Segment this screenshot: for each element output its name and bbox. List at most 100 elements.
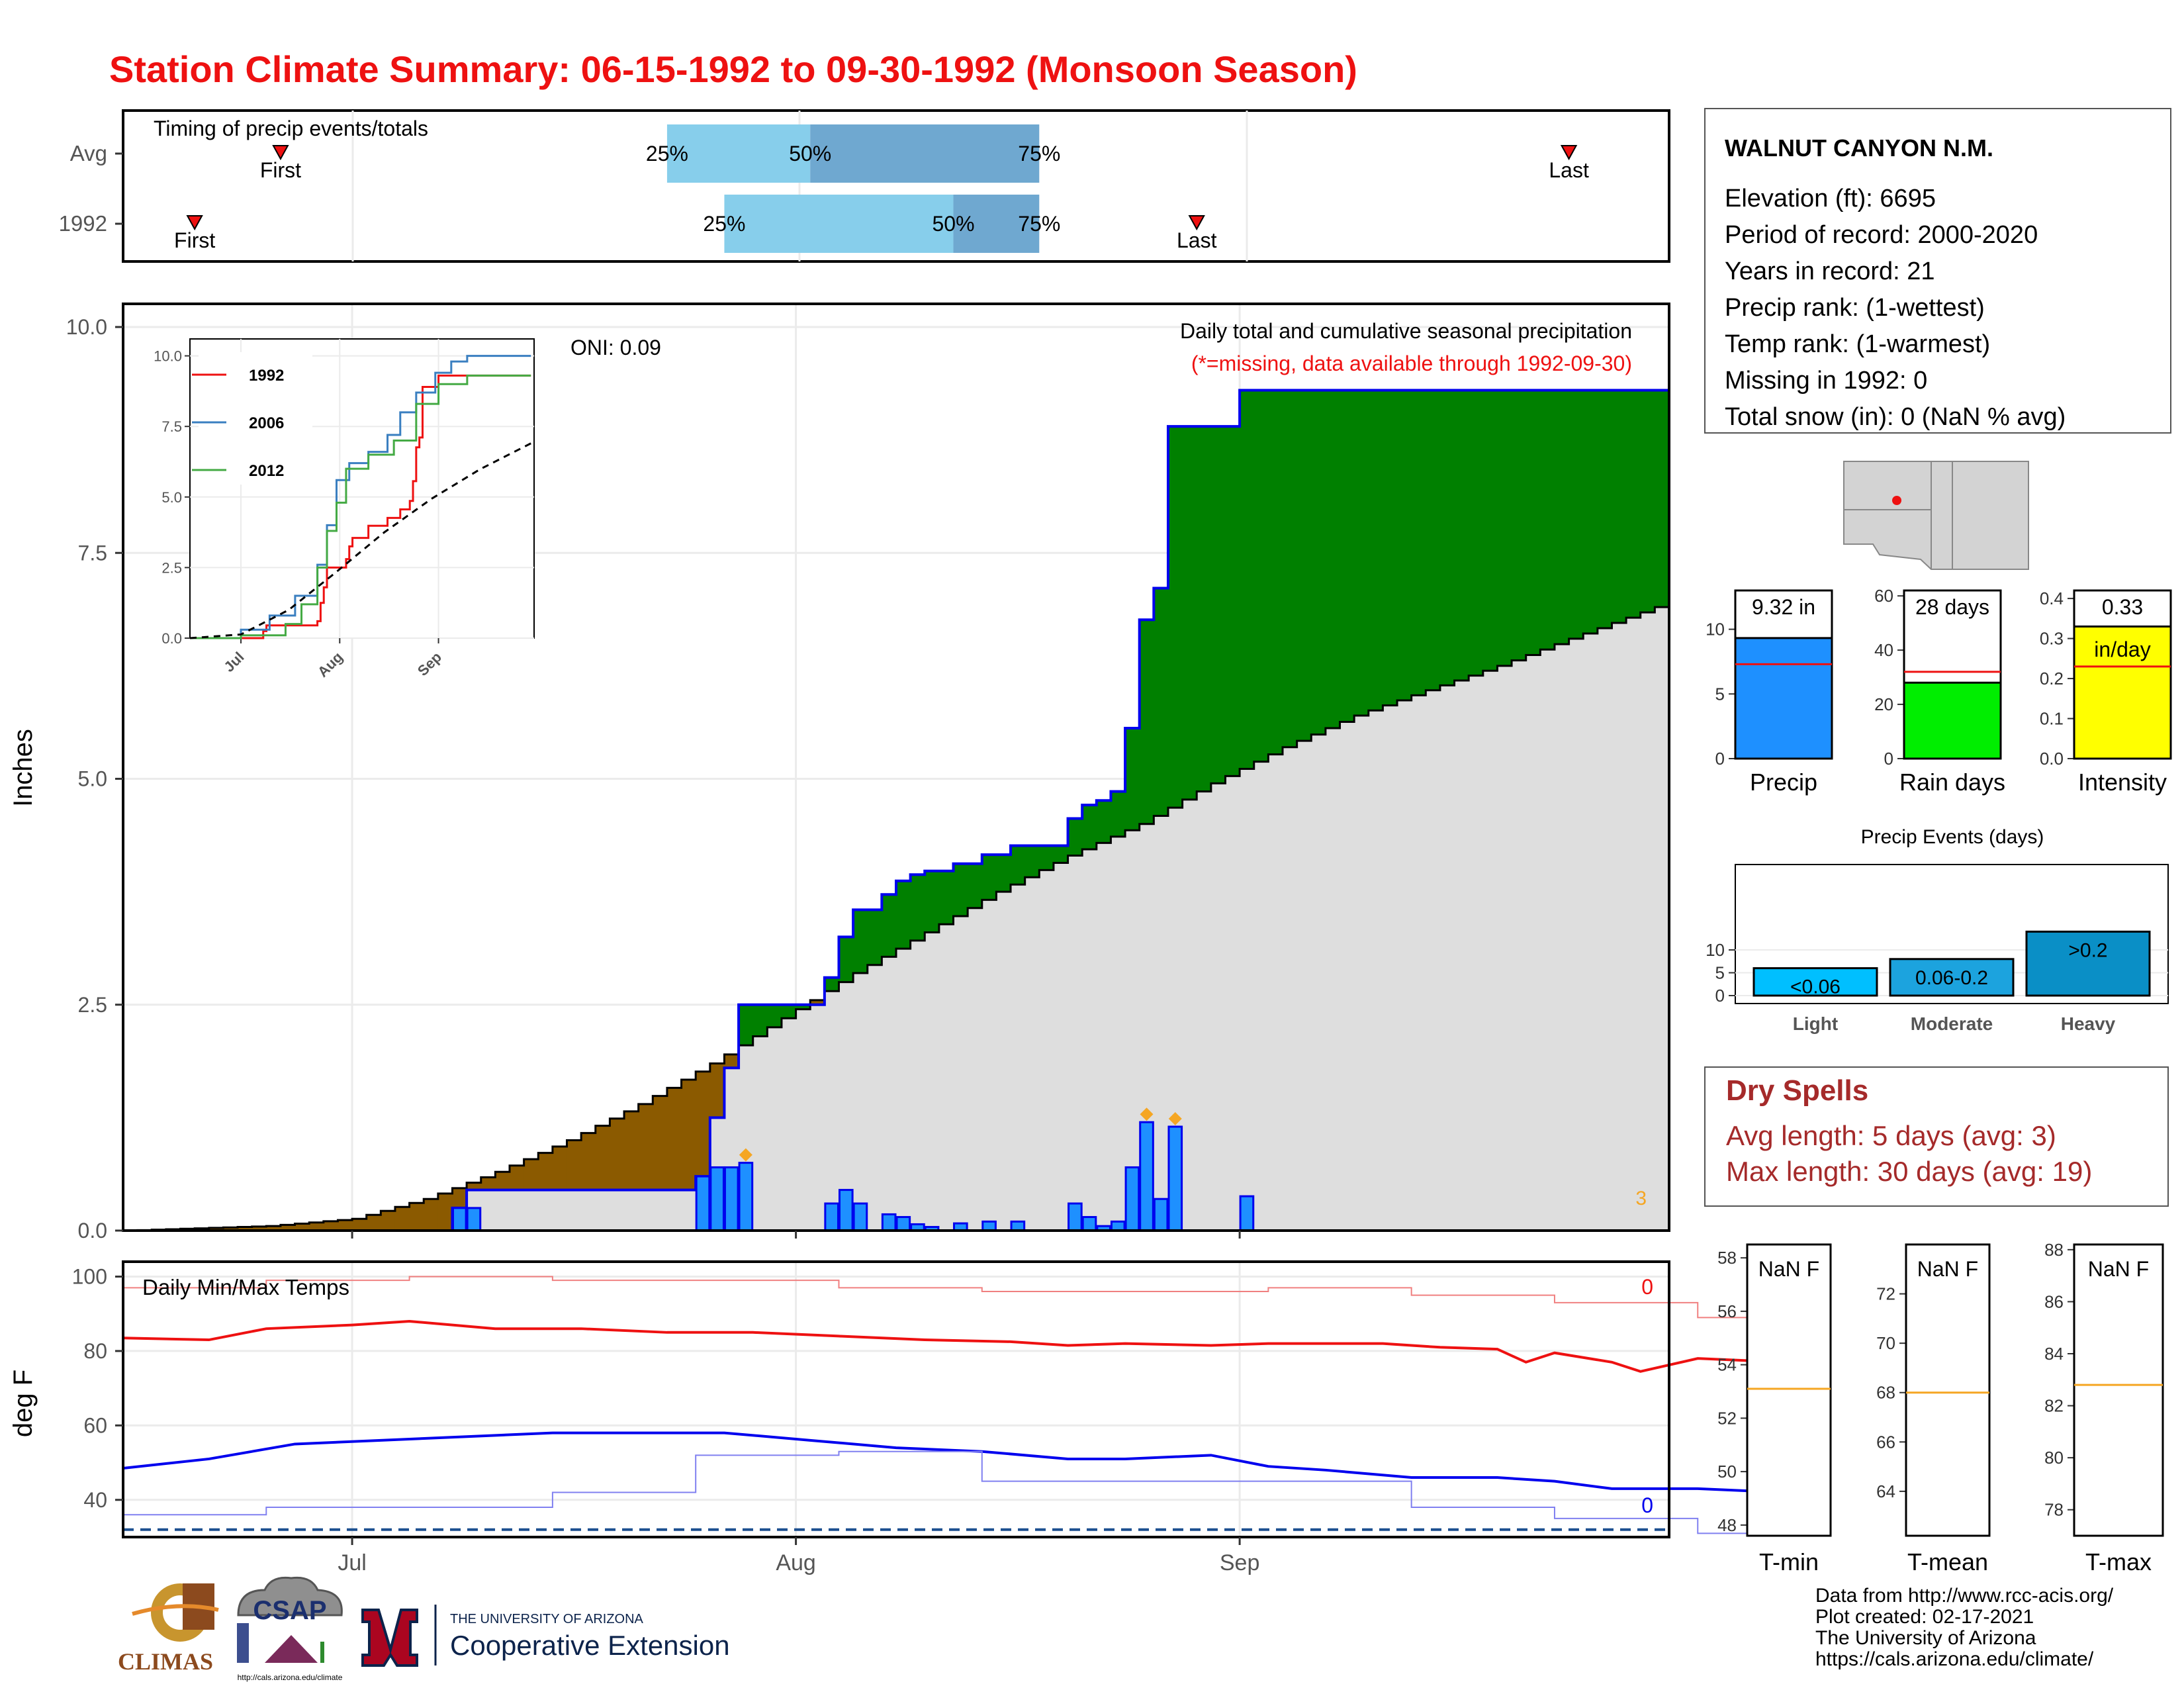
- daily-precip-bar: [981, 1220, 997, 1232]
- surplus-fill: [853, 910, 868, 973]
- summary-bar-value: 9.32 in: [1752, 595, 1815, 619]
- timing-last-marker: [1560, 145, 1578, 161]
- timing-first-label: First: [260, 158, 301, 182]
- missing-marker: [739, 1148, 752, 1162]
- surplus-fill: [1039, 845, 1054, 870]
- temp-box-tick: 82: [2044, 1396, 2064, 1416]
- surplus-fill: [896, 880, 911, 949]
- temp-boxes: 48 50 52 54 56 58 NaN F T-min 64 66 68 70 72 NaN F T-m…: [1717, 1240, 2164, 1575]
- temps-y-tick: 80: [83, 1339, 107, 1363]
- station-name: WALNUT CANYON N.M.: [1725, 134, 1993, 162]
- surplus-fill: [1167, 426, 1183, 808]
- events-category: Heavy: [2061, 1013, 2116, 1034]
- deficit-fill: [495, 1172, 510, 1190]
- precip-frame: [122, 303, 1670, 1232]
- precip-y-tick: 2.5: [78, 993, 107, 1017]
- daily-precip-bar: [723, 1166, 739, 1232]
- credit-line: https://cals.arizona.edu/climate/: [1815, 1648, 2094, 1670]
- surplus-fill: [739, 1004, 754, 1046]
- surplus-fill: [1497, 390, 1512, 666]
- temp-box-value: NaN F: [1758, 1257, 1819, 1281]
- temps-y-label: deg F: [9, 1370, 38, 1437]
- temp-box-tick: 88: [2044, 1240, 2064, 1260]
- summary-bar-tick: 0: [1715, 749, 1725, 769]
- inset-legend-label: 1992: [249, 367, 284, 385]
- surplus-fill: [925, 870, 940, 933]
- summary-bar-tick: 0.3: [2040, 629, 2064, 649]
- ua-logo: THE UNIVERSITY OF ARIZONA Cooperative Ex…: [361, 1605, 730, 1667]
- surplus-fill: [1383, 390, 1398, 706]
- summary-bar-tick: 0: [1884, 749, 1893, 769]
- surplus-fill: [981, 855, 997, 900]
- climas-wordmark: CLIMAS: [118, 1648, 213, 1675]
- surplus-fill: [824, 977, 839, 992]
- summary-bar-label: Intensity: [2078, 769, 2167, 796]
- surplus-fill: [1469, 390, 1484, 676]
- deficit-fill: [610, 1118, 625, 1190]
- deficit-fill: [810, 1000, 825, 1005]
- station-info-box: WALNUT CANYON N.M. Elevation (ft): 6695 P…: [1704, 108, 2171, 434]
- missing-marker: [1168, 1112, 1182, 1126]
- deficit-fill: [538, 1152, 553, 1190]
- inset-legend-label: 2012: [249, 462, 284, 480]
- dry-spells-avg: Avg length: 5 days (avg: 3): [1726, 1120, 2056, 1151]
- csap-wordmark: CSAP: [253, 1596, 326, 1625]
- arizona-shape: [1843, 461, 2029, 570]
- surplus-fill: [1426, 390, 1441, 690]
- events-category: Light: [1793, 1013, 1838, 1034]
- timing-q1-bar: [666, 124, 811, 183]
- precip-y-tick: 0.0: [78, 1219, 107, 1243]
- deficit-fill: [666, 1088, 682, 1190]
- daily-precip-bar: [709, 1166, 725, 1232]
- surplus-fill: [1325, 390, 1341, 729]
- surplus-fill: [1411, 390, 1426, 696]
- daily-precip-bar: [838, 1189, 854, 1232]
- surplus-fill: [910, 874, 925, 941]
- precip-panel: Inches ONI: 0.09 Daily total and cumulat…: [9, 303, 1670, 1243]
- temp-box-tick: 68: [1876, 1383, 1895, 1403]
- ua-cooperative-extension: Cooperative Extension: [450, 1630, 730, 1661]
- temp-box-tick: 54: [1717, 1355, 1737, 1375]
- precip-events-chart: Precip Events (days) 0 5 10 <0.06 Light 0.06-…: [1706, 826, 2169, 1034]
- temp-box-tick: 66: [1876, 1432, 1895, 1452]
- inset-legend-label: 2006: [249, 414, 284, 432]
- surplus-fill: [1024, 845, 1040, 878]
- temp-box-label: T-mean: [1907, 1548, 1988, 1575]
- summary-bar-tick: 5: [1715, 684, 1725, 704]
- summary-bar-tick: 20: [1874, 694, 1893, 714]
- surplus-fill: [1311, 390, 1326, 735]
- timing-title: Timing of precip events/totals: [154, 117, 428, 140]
- deficit-fill: [366, 1215, 381, 1231]
- temp-box-frame: [1746, 1243, 1832, 1537]
- timing-p75-label: 75%: [1018, 142, 1060, 165]
- deficit-fill: [480, 1177, 496, 1190]
- min-count: 0: [1641, 1493, 1653, 1517]
- summary-bar-tick: 0.0: [2040, 749, 2064, 769]
- temps-x-tick: Jul: [338, 1550, 366, 1575]
- deficit-fill: [581, 1133, 596, 1190]
- timing-row-label-avg: Avg: [70, 141, 107, 165]
- surplus-fill: [1297, 390, 1312, 741]
- daily-precip-bar: [824, 1202, 839, 1232]
- surplus-fill: [953, 863, 968, 916]
- summary-bars: 0 5 10 9.32 in Precip 0 20 40 60 28 days Rain days…: [1706, 586, 2172, 796]
- surplus-fill: [1068, 818, 1083, 856]
- temp-box-tick: 58: [1717, 1248, 1737, 1268]
- logos: CLIMAS CSAP http://cals.arizona.edu/clim…: [118, 1576, 730, 1682]
- surplus-fill: [1569, 390, 1584, 639]
- surplus-fill: [1240, 390, 1255, 769]
- summary-bar-fill: [2073, 625, 2172, 760]
- summary-bar-tick: 0.1: [2040, 709, 2064, 729]
- events-bar: [1889, 958, 2015, 997]
- temp-box-label: T-min: [1759, 1548, 1819, 1575]
- precip-legend-subtitle: (*=missing, data available through 1992-…: [1191, 352, 1632, 375]
- csap-logo: CSAP http://cals.arizona.edu/climate: [237, 1576, 343, 1682]
- deficit-fill: [523, 1159, 539, 1190]
- missing-count: 3: [1635, 1188, 1647, 1209]
- dry-spells-title: Dry Spells: [1726, 1074, 1868, 1107]
- deficit-fill: [309, 1222, 324, 1231]
- summary-bar-label: Rain days: [1899, 769, 2005, 796]
- temp-box-tick: 78: [2044, 1500, 2064, 1520]
- surplus-fill: [1397, 390, 1412, 701]
- summary-bar-label: Precip: [1750, 769, 1817, 796]
